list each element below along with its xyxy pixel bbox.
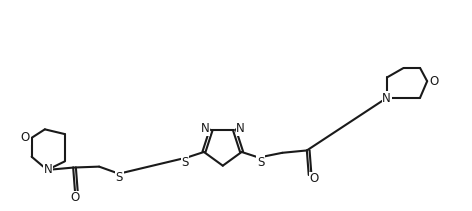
Text: N: N [44,164,52,176]
Text: S: S [116,171,123,184]
Text: O: O [21,131,30,144]
Text: O: O [310,172,319,185]
Text: N: N [236,122,245,135]
Text: S: S [181,156,189,169]
Text: N: N [382,92,391,105]
Text: O: O [70,191,80,204]
Text: N: N [201,122,210,135]
Text: O: O [429,75,438,88]
Text: S: S [257,156,264,169]
